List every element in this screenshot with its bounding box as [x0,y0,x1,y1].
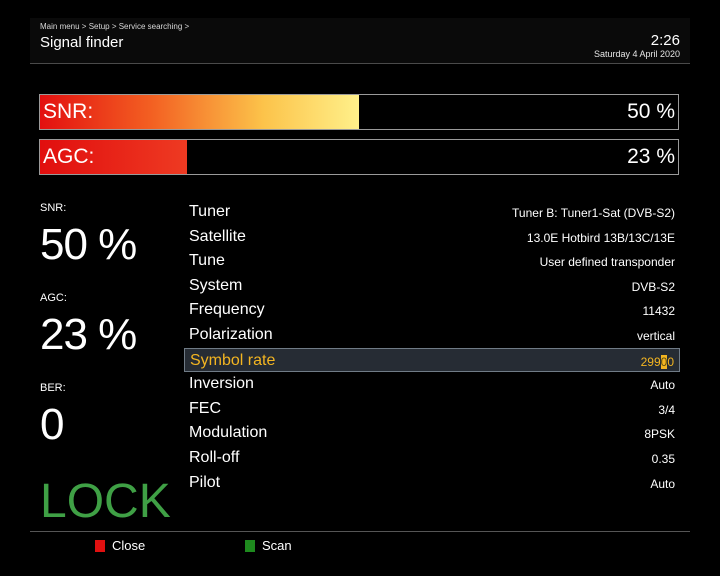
info-label: FEC [189,399,221,417]
info-row-frequency[interactable]: Frequency 11432 [184,298,680,323]
info-row-symbol-rate[interactable]: Symbol rate 29900 [184,347,680,373]
info-value: 3/4 [658,402,675,417]
edit-cursor-digit: 0 [660,354,668,369]
agc-bar-label: AGC: [43,145,95,168]
info-label: Roll-off [189,448,240,466]
tuner-info-list: Tuner Tuner B: Tuner1-Sat (DVB-S2) Satel… [184,200,680,495]
agc-bar: AGC: 23 % [39,139,679,175]
agc-value: 23 % [40,310,137,359]
info-value: Auto [650,378,675,393]
info-value: Auto [650,476,675,491]
info-value: 8PSK [644,427,675,442]
info-row-pilot[interactable]: Pilot Auto [184,471,680,496]
info-row-satellite[interactable]: Satellite 13.0E Hotbird 13B/13C/13E [184,225,680,250]
info-value: 13.0E Hotbird 13B/13C/13E [526,230,675,245]
info-value: 0.35 [651,451,675,466]
red-key-icon [95,540,105,552]
snr-bar-value: 50 % [627,100,675,123]
info-label: Symbol rate [190,351,276,369]
header: Main menu > Setup > Service searching > … [30,18,690,64]
snr-label: SNR: [40,202,67,214]
info-row-system[interactable]: System DVB-S2 [184,274,680,299]
agc-bar-value: 23 % [627,145,675,168]
snr-bar: SNR: 50 % [39,94,679,130]
info-row-fec[interactable]: FEC 3/4 [184,397,680,422]
snr-bar-fill [40,95,359,129]
info-label: Polarization [189,325,273,343]
info-value: Tuner B: Tuner1-Sat (DVB-S2) [512,206,675,220]
info-label: System [189,276,243,294]
info-row-modulation[interactable]: Modulation 8PSK [184,421,680,446]
green-key-icon [245,540,255,552]
info-label: Satellite [189,227,246,245]
close-label: Close [112,538,146,553]
info-label: Tune [189,252,225,270]
info-label: Modulation [189,424,268,442]
ber-value: 0 [40,400,65,449]
symbol-rate-digits-before: 299 [640,354,661,369]
info-row-tuner[interactable]: Tuner Tuner B: Tuner1-Sat (DVB-S2) [184,200,680,225]
info-value: vertical [636,328,675,343]
symbol-rate-digits-after: 0 [667,354,674,369]
footer: Close Scan [30,531,690,562]
info-value: User defined transponder [539,255,675,270]
info-row-roll-off[interactable]: Roll-off 0.35 [184,446,680,471]
info-label: Tuner [189,203,231,220]
agc-label: AGC: [40,292,67,304]
date: Saturday 4 April 2020 [593,49,680,59]
lock-status: LOCK [40,475,171,528]
page-title: Signal finder [40,34,124,51]
info-row-inversion[interactable]: Inversion Auto [184,372,680,397]
info-value: 11432 [642,304,675,319]
clock: 2:26 [650,32,680,49]
info-row-polarization[interactable]: Polarization vertical [184,323,680,348]
info-row-tune[interactable]: Tune User defined transponder [184,249,680,274]
symbol-rate-input[interactable]: 29900 [640,354,674,369]
info-label: Inversion [189,375,254,393]
agc-bar-fill [40,140,187,174]
info-value: DVB-S2 [631,279,675,294]
info-label: Frequency [189,301,265,319]
info-label: Pilot [189,473,221,491]
breadcrumb: Main menu > Setup > Service searching > [40,22,190,31]
ber-label: BER: [40,382,66,394]
snr-bar-label: SNR: [43,100,94,123]
scan-label: Scan [262,538,292,553]
snr-value: 50 % [40,220,137,269]
